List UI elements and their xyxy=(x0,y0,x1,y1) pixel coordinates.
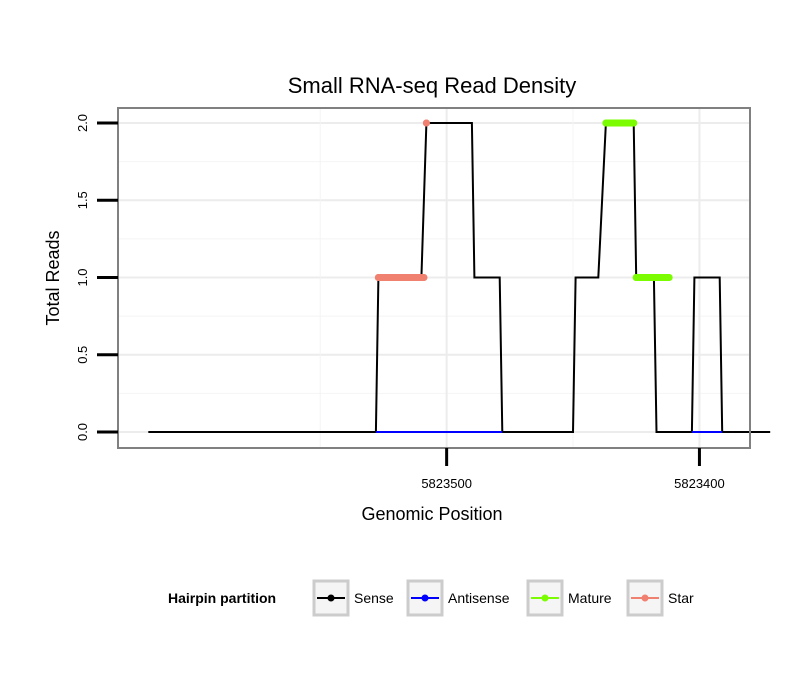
star-point xyxy=(422,119,430,127)
mature-point xyxy=(630,119,638,127)
legend-title: Hairpin partition xyxy=(168,590,276,606)
legend-item-antisense: Antisense xyxy=(406,579,510,617)
x-axis: 5823500 5823400 xyxy=(421,448,725,491)
mature-point xyxy=(665,274,673,281)
y-tick-label: 1.5 xyxy=(75,191,90,209)
sense-series xyxy=(148,122,771,433)
x-axis-label: Genomic Position xyxy=(361,504,502,524)
star-series xyxy=(374,119,430,281)
sense-line xyxy=(148,122,771,433)
legend-marker-mature xyxy=(541,594,549,602)
x-tick-label: 5823400 xyxy=(674,476,725,491)
legend-label-sense: Sense xyxy=(354,590,394,606)
mature-series xyxy=(602,119,673,281)
y-axis-label: Total Reads xyxy=(43,230,63,325)
chart-title: Small RNA-seq Read Density xyxy=(288,73,577,98)
legend-label-mature: Mature xyxy=(568,590,612,606)
star-point xyxy=(420,274,428,281)
y-tick-label: 1.0 xyxy=(75,268,90,286)
legend-label-star: Star xyxy=(668,590,694,606)
y-tick-label: 0.5 xyxy=(75,346,90,364)
legend-marker-sense xyxy=(327,594,335,602)
legend-item-star: Star xyxy=(626,579,694,617)
y-tick-label: 2.0 xyxy=(75,114,90,132)
x-tick-label: 5823500 xyxy=(421,476,472,491)
legend-item-sense: Sense xyxy=(312,579,394,617)
series-layer xyxy=(148,119,771,433)
legend-marker-star xyxy=(641,594,649,602)
legend-marker-antisense xyxy=(421,594,429,602)
y-tick-label: 0.0 xyxy=(75,423,90,441)
y-axis: 0.0 0.5 1.0 1.5 2.0 xyxy=(75,114,118,441)
legend-item-mature: Mature xyxy=(526,579,612,617)
legend: Hairpin partition Sense Antisense Mature St… xyxy=(168,579,694,617)
legend-label-antisense: Antisense xyxy=(448,590,510,606)
